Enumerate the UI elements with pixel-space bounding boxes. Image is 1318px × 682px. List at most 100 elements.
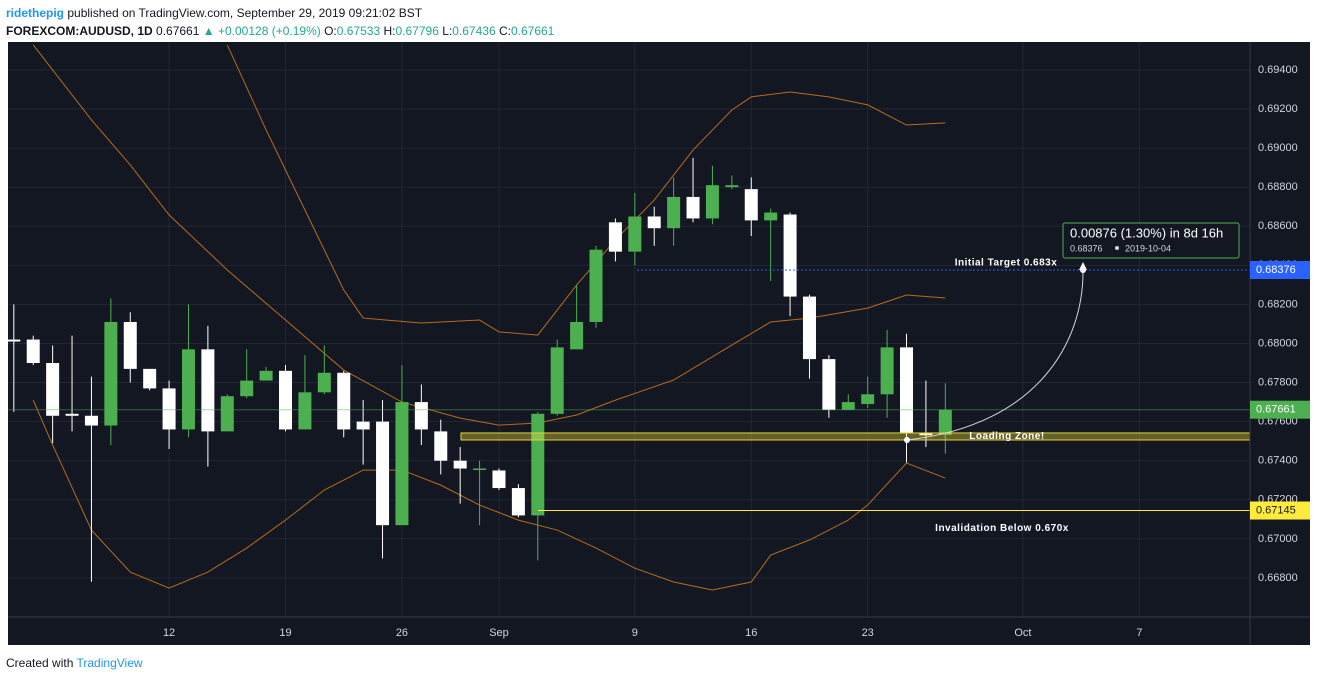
header-line: FOREXCOM:AUDUSD, 1D 0.67661 ▲ +0.00128 (… [6, 22, 554, 40]
candle-body [764, 212, 778, 221]
x-tick-label: 16 [745, 627, 757, 639]
candle-body [104, 321, 118, 426]
x-tick-label: 12 [163, 627, 175, 639]
invalidation-price-box [1250, 501, 1310, 520]
x-tick-label: Oct [1014, 627, 1031, 639]
x-tick-label: 9 [632, 627, 638, 639]
y-tick-label: 0.67000 [1258, 533, 1298, 545]
ohlc-label: C: [498, 24, 511, 38]
candle-body [667, 196, 681, 229]
y-tick-label: 0.68800 [1258, 181, 1298, 193]
clock-icon [1115, 246, 1119, 250]
candle-body [201, 349, 215, 432]
plot: Loading Zone! Initial Target 0.683x Invali… [8, 42, 1250, 617]
ohlc-value: 0.67661 [510, 24, 555, 38]
published: published on TradingView.com, September … [67, 6, 423, 20]
candle-body [473, 468, 487, 471]
x-tick-label: Sep [489, 627, 509, 639]
measure-text: 0.00876 (1.30%) in 8d 16h [1070, 225, 1223, 240]
candle-body [783, 214, 797, 297]
candle-body [317, 372, 331, 393]
symbol: FOREXCOM:AUDUSD, 1D [6, 24, 153, 38]
candle-body [434, 431, 448, 461]
measure-box [1062, 222, 1240, 259]
footer-text: Created with [6, 656, 74, 670]
candle-body [531, 413, 545, 516]
ohlc-value: 0.67796 [395, 24, 439, 38]
candle-body [861, 394, 875, 405]
band-line [32, 399, 946, 591]
ohlc-label: H: [383, 24, 396, 38]
ohlc-label: O: [324, 24, 337, 38]
candle-body [570, 321, 584, 350]
y-tick-label: 0.68600 [1258, 220, 1298, 232]
candle-body [337, 372, 351, 430]
y-tick-label: 0.69400 [1258, 64, 1298, 76]
candle-body [919, 433, 933, 436]
y-tick-label: 0.68200 [1258, 298, 1298, 310]
loading-zone [460, 432, 1250, 441]
measure-date: 2019-10-04 [1125, 243, 1171, 253]
last-price-text: 0.67661 [1256, 404, 1296, 416]
ohlc-value: 0.67533 [336, 24, 381, 38]
candle-body [220, 396, 234, 432]
invalidation-label: Invalidation Below 0.670x [935, 523, 1069, 534]
zone-label: Loading Zone! [969, 431, 1044, 442]
up-arrow: ▲ [202, 24, 215, 38]
candle-body [938, 409, 952, 435]
projection-arrow [1079, 262, 1087, 271]
candle-body [822, 359, 836, 410]
x-tick-label: 26 [396, 627, 408, 639]
measure-price: 0.68376 [1070, 243, 1103, 253]
axes: 0.694000.692000.690000.688000.686000.684… [163, 64, 1310, 639]
candle-body [589, 249, 603, 322]
x-tick-label: 7 [1136, 627, 1142, 639]
candle-body [686, 196, 700, 219]
y-tick-label: 0.67800 [1258, 376, 1298, 388]
candle-body [608, 222, 622, 252]
candle-body [162, 388, 176, 430]
candle-body [414, 402, 428, 430]
candle-body [550, 347, 564, 414]
target-price-box [1250, 261, 1310, 280]
candle-body [46, 363, 60, 416]
candle-body [240, 380, 254, 397]
candle-body [492, 470, 506, 489]
candle-body [395, 402, 409, 526]
y-tick-label: 0.69000 [1258, 142, 1298, 154]
projection-curve [906, 271, 1084, 441]
candle-body [8, 339, 21, 342]
ohlc-value: 0.67436 [452, 24, 496, 38]
invalidation-price-text: 0.67145 [1256, 504, 1296, 516]
y-tick-label: 0.66800 [1258, 572, 1298, 584]
candle-body [900, 347, 914, 434]
candle-body [744, 189, 758, 221]
candle-body [628, 216, 642, 252]
candle-body [647, 216, 661, 229]
x-tick-label: 19 [279, 627, 291, 639]
candle-body [84, 415, 98, 426]
target-price-text: 0.68376 [1256, 264, 1296, 276]
candle-body [259, 370, 273, 381]
y-tick-label: 0.67400 [1258, 455, 1298, 467]
brand[interactable]: TradingView [76, 656, 143, 670]
candle-body [453, 460, 467, 469]
candle-body [376, 421, 390, 526]
author[interactable]: ridethepig [6, 6, 65, 20]
candle-body [65, 413, 79, 416]
ohlc: O:0.67533 H:0.67796 L:0.67436 C:0.67661 [324, 24, 554, 38]
x-tick-label: 23 [862, 627, 874, 639]
candle-body [511, 488, 525, 516]
candle-body [802, 296, 816, 360]
footer: Created with TradingView [6, 656, 143, 670]
candle-body [880, 347, 894, 395]
candle-body [841, 402, 855, 410]
candle-body [705, 185, 719, 219]
header: ridethepig published on TradingView.com,… [6, 4, 554, 40]
projection-start [904, 437, 910, 443]
candle-body [123, 321, 137, 369]
y-tick-label: 0.68000 [1258, 337, 1298, 349]
target-label: Initial Target 0.683x [955, 258, 1058, 269]
ohlc-label: L: [442, 24, 453, 38]
